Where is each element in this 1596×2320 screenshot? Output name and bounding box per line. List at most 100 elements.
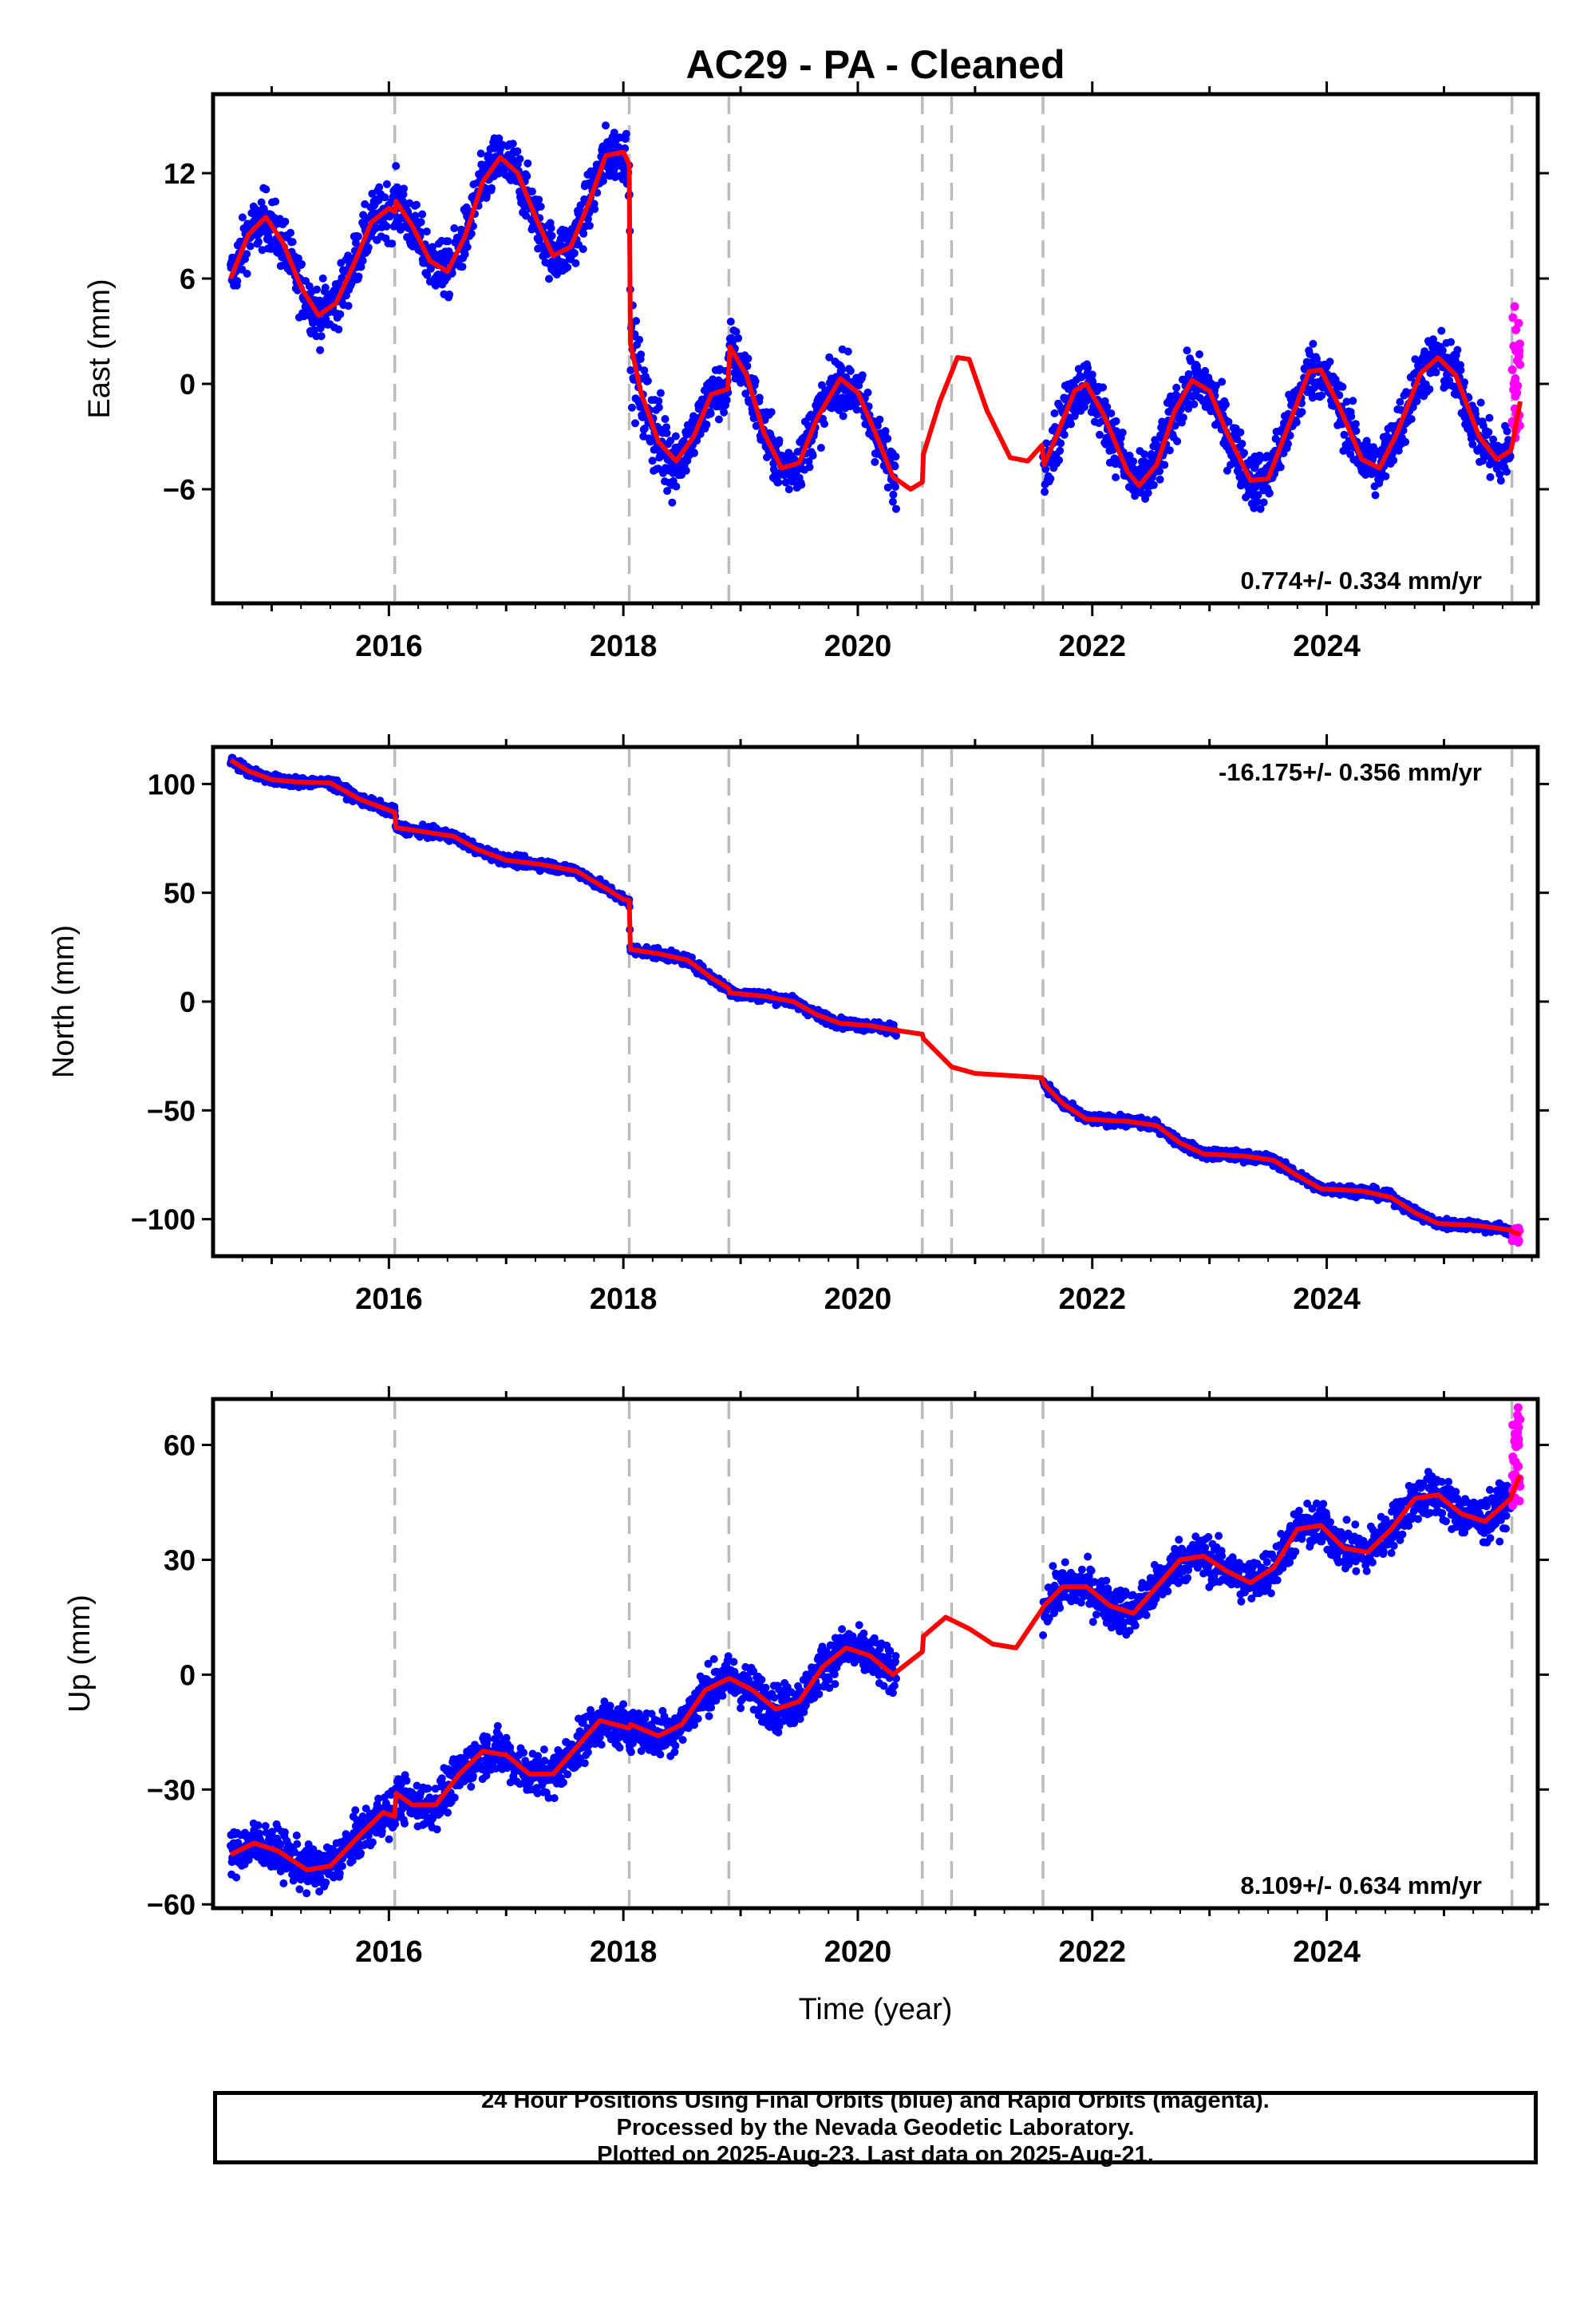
east-final-point [720,409,728,417]
east-final-point [892,453,900,460]
east-final-point [1487,473,1495,481]
east-y-tick-label: 6 [180,263,196,295]
east-final-point [1338,383,1346,391]
east-final-point [382,223,390,231]
east-final-point [1457,366,1465,374]
east-final-point [1144,489,1152,497]
east-final-point [602,121,610,129]
east-final-point [464,243,472,251]
east-final-point [1218,377,1226,385]
east-rapid-point [1515,360,1524,369]
east-final-point [785,485,793,493]
east-final-point [1453,346,1461,354]
east-final-point [635,336,643,344]
east-final-point [1041,488,1049,496]
east-final-point [281,218,289,226]
east-final-point [1425,385,1433,393]
east-final-point [632,317,640,325]
east-final-point [516,155,524,163]
east-final-point [657,389,665,397]
east-final-point [703,421,711,429]
east-final-points [227,121,1515,513]
east-final-point [445,290,453,298]
east-final-point [1179,413,1187,421]
east-final-point [774,478,782,486]
east-final-point [1112,473,1120,481]
east-final-point [839,412,847,420]
east-final-point [622,130,630,138]
east-rapid-point [1511,374,1519,383]
east-final-point [820,420,828,428]
east-final-point [663,429,671,437]
east-final-point [1195,350,1203,358]
east-final-point [682,467,690,475]
east-final-point [586,222,594,230]
east-rapid-point [1511,326,1520,334]
east-final-point [864,389,872,397]
east-final-point [1447,338,1455,346]
east-final-point [322,283,330,291]
east-final-point [797,481,805,489]
east-final-point [413,201,421,209]
east-x-tick-label: 2022 [1058,630,1126,663]
east-final-point [889,498,897,506]
east-final-point [690,449,698,457]
east-final-point [571,249,579,257]
east-final-point [239,213,247,221]
east-final-point [1156,476,1164,484]
east-rapid-point [1509,342,1518,350]
east-final-point [1352,420,1360,428]
east-final-point [628,404,636,412]
east-final-point [383,180,391,188]
east-final-point [723,396,731,404]
east-final-point [817,444,825,452]
east-x-tick-label: 2024 [1293,630,1361,663]
east-final-point [631,419,639,427]
east-final-point [528,188,536,196]
east-final-point [579,245,587,253]
east-final-point [655,404,663,412]
east-final-point [1347,413,1355,421]
east-final-point [1484,429,1492,437]
east-final-point [1088,370,1096,378]
east-final-point [262,185,270,193]
east-final-point [727,318,735,326]
east-final-point [883,435,891,443]
east-rapid-point [1508,366,1517,374]
east-final-point [1260,499,1268,507]
east-final-point [672,433,680,441]
east-final-point [1046,475,1054,483]
east-final-point [668,499,676,507]
east-final-point [1503,468,1511,476]
east-final-point [1240,449,1248,457]
east-plot-frame [213,94,1538,603]
east-final-point [417,218,425,226]
east-final-point [649,456,657,464]
east-final-point [847,367,855,375]
east-final-point [591,205,598,213]
east-final-point [461,251,469,259]
east-final-point [1051,409,1059,417]
east-final-point [806,463,814,471]
east-final-point [1222,401,1230,409]
east-final-point [523,172,531,180]
east-final-point [547,224,555,232]
east-final-point [882,427,890,435]
east-final-point [1389,456,1397,464]
east-final-point [375,184,383,192]
east-final-point [381,193,389,201]
east-final-point [1326,358,1334,366]
east-final-point [1309,340,1317,348]
east-final-point [313,286,321,294]
east-final-point [271,198,279,206]
east-final-point [298,260,306,268]
east-final-point [1293,418,1301,426]
east-break-lines [395,97,1512,601]
east-final-point [744,354,752,362]
east-y-tick-label: −6 [163,473,196,506]
east-final-point [488,184,496,192]
east-final-point [545,275,553,283]
east-rate-annotation: 0.774+/- 0.334 mm/yr [1241,567,1482,595]
east-final-point [892,505,900,513]
east-final-point [1112,417,1120,425]
